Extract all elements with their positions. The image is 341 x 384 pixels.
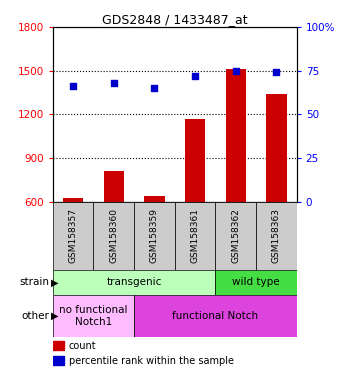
Text: GSM158363: GSM158363 (272, 209, 281, 263)
Bar (185, 119, 205, 290)
Text: GSM158361: GSM158361 (191, 209, 199, 263)
Text: ▶: ▶ (51, 277, 59, 287)
Text: GSM158360: GSM158360 (109, 209, 118, 263)
Bar (53, 202, 93, 270)
Bar (104, 171, 124, 290)
Bar (53, 356, 64, 365)
Bar (225, 69, 246, 290)
Text: functional Notch: functional Notch (172, 311, 258, 321)
Bar (93, 202, 134, 270)
Text: GSM158357: GSM158357 (69, 209, 78, 263)
Point (273, 69, 279, 75)
Bar (134, 202, 175, 270)
Bar (216, 202, 256, 270)
Bar (53, 341, 64, 349)
Point (233, 68, 238, 74)
Text: percentile rank within the sample: percentile rank within the sample (69, 356, 234, 366)
Point (152, 85, 157, 91)
Title: GDS2848 / 1433487_at: GDS2848 / 1433487_at (102, 13, 248, 26)
Bar (134, 295, 297, 337)
Text: transgenic: transgenic (106, 277, 162, 287)
Text: GSM158359: GSM158359 (150, 209, 159, 263)
Bar (266, 94, 286, 290)
Point (71, 83, 76, 89)
Bar (63, 197, 83, 290)
Bar (175, 202, 216, 270)
Bar (53, 295, 134, 337)
Bar (256, 202, 297, 270)
Text: wild type: wild type (232, 277, 280, 287)
Point (111, 80, 117, 86)
Text: GSM158362: GSM158362 (231, 209, 240, 263)
Point (192, 73, 198, 79)
Bar (216, 270, 297, 295)
Bar (53, 270, 216, 295)
Bar (144, 196, 165, 290)
Text: no functional
Notch1: no functional Notch1 (59, 305, 128, 327)
Text: ▶: ▶ (51, 311, 59, 321)
Text: other: other (21, 311, 49, 321)
Text: strain: strain (19, 277, 49, 287)
Text: count: count (69, 341, 96, 351)
